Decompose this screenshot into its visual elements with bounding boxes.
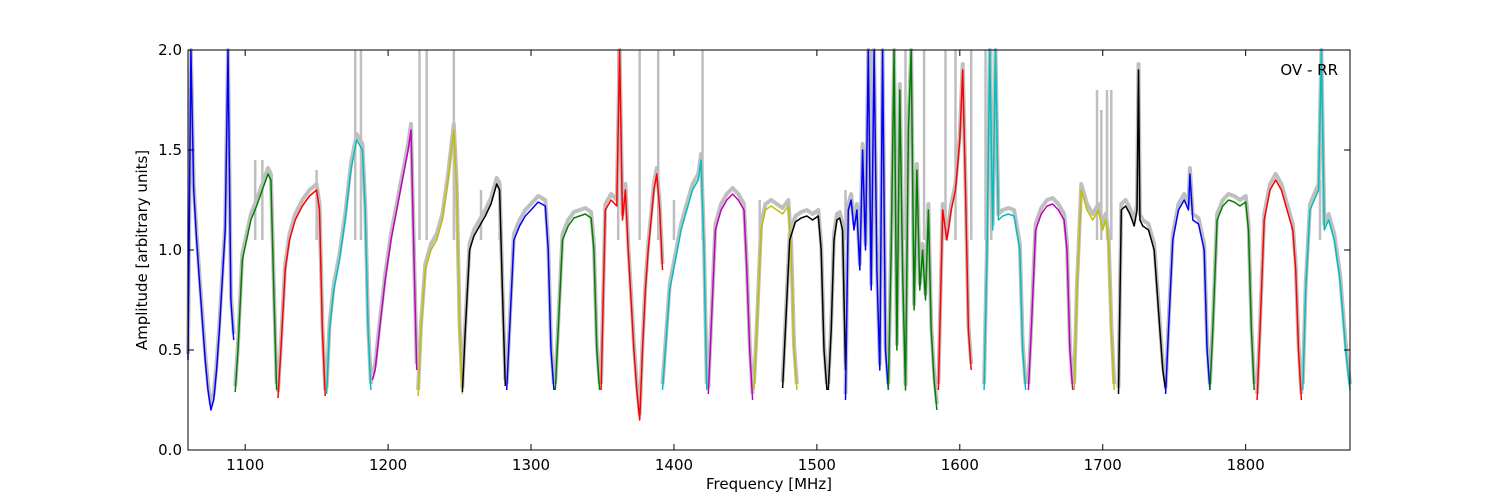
x-axis: 1100 1200 1300 1400 1500 1600 1700 1800	[226, 50, 1265, 474]
x-tick-label-7: 1800	[1227, 456, 1265, 474]
series-line-6-black	[461, 183, 507, 393]
series-line-23-green	[1209, 199, 1255, 391]
x-tick-label-5: 1600	[941, 456, 979, 474]
series-line-2-red	[277, 189, 326, 399]
x-tick-label-4: 1500	[798, 456, 836, 474]
y-tick-label-3: 1.5	[158, 141, 182, 159]
series-line-16-green	[887, 49, 938, 411]
series-line-12-yellow	[753, 205, 798, 391]
series-line-9-red	[600, 49, 664, 421]
series-line-14-black	[827, 217, 847, 391]
series-line-10-cyan	[661, 159, 708, 391]
series-line-1-green	[234, 173, 278, 393]
series-group	[187, 49, 1351, 421]
series-line-20-yellow	[1073, 189, 1115, 391]
x-tick-label-2: 1300	[512, 456, 550, 474]
series-line-8-green	[554, 213, 601, 391]
y-tick-label-1: 0.5	[158, 341, 182, 359]
y-axis: 0.0 0.5 1.0 1.5 2.0	[158, 41, 1350, 459]
series-line-17-red	[937, 69, 972, 391]
series-line-24-red	[1256, 179, 1303, 401]
series-line-0-blue	[187, 49, 235, 411]
series-line-7-blue	[505, 201, 555, 391]
series-line-18-cyan	[983, 49, 1027, 391]
x-tick-label-0: 1100	[226, 456, 264, 474]
x-tick-label-3: 1400	[655, 456, 693, 474]
series-line-25-cyan	[1302, 49, 1351, 391]
x-axis-label: Frequency [MHz]	[706, 475, 832, 493]
series-line-19-magenta	[1027, 203, 1074, 391]
series-line-13-black	[781, 215, 828, 391]
series-line-5-yellow	[417, 129, 464, 397]
x-tick-label-6: 1700	[1084, 456, 1122, 474]
plot-annotation: OV - RR	[1280, 61, 1338, 79]
plot-area	[188, 50, 1350, 450]
y-tick-label-0: 0.0	[158, 441, 182, 459]
x-tick-label-1: 1200	[369, 456, 407, 474]
series-line-3-cyan	[325, 139, 372, 395]
y-axis-label: Amplitude [arbitrary units]	[133, 150, 151, 350]
series-line-15-blue	[844, 49, 890, 401]
y-tick-label-2: 1.0	[158, 241, 182, 259]
y-tick-label-4: 2.0	[158, 41, 182, 59]
series-line-21-black	[1117, 69, 1167, 395]
series-line-11-magenta	[707, 193, 754, 401]
series-line-22-blue	[1164, 173, 1211, 395]
series-line-4-magenta	[371, 129, 418, 381]
